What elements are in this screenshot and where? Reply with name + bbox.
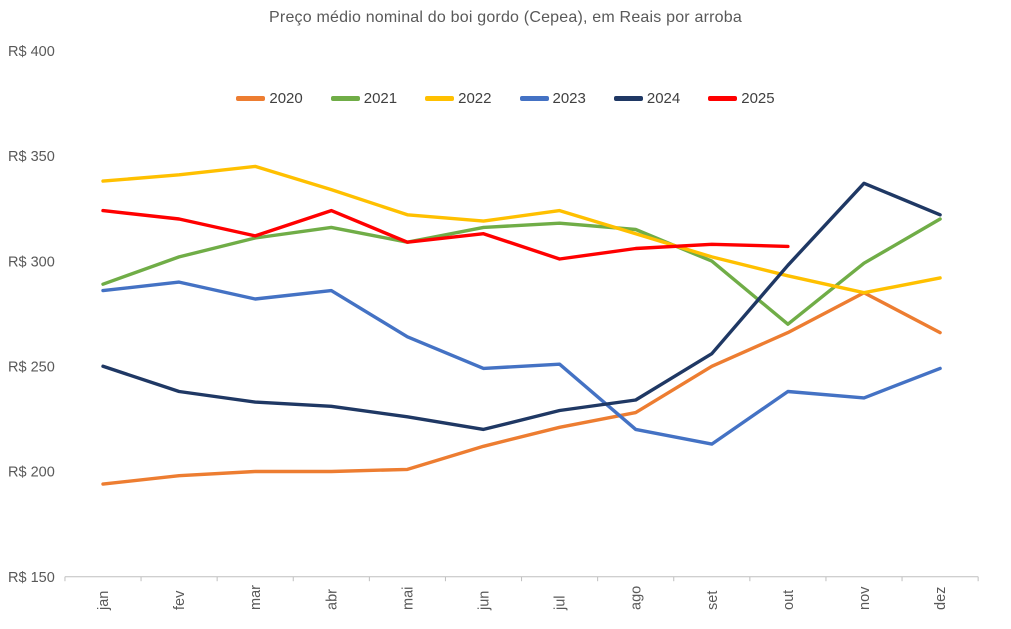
legend-swatch-2021 [330,96,360,101]
chart-legend: 2020 2021 2022 2023 2024 2025 [0,90,1011,107]
series-line-2024 [101,181,942,432]
legend-item-2020[interactable]: 2020 [236,90,303,107]
legend-swatch-2024 [613,96,643,101]
x-axis-label: jun [477,591,493,611]
legend-swatch-2020 [236,96,266,101]
x-axis-label: jul [553,595,569,611]
legend-swatch-2023 [519,96,549,101]
series-line-2020 [101,291,942,486]
x-axis-label: dez [933,587,949,610]
y-axis-label: R$ 250 [8,360,55,376]
series-line-2022 [101,164,942,295]
legend-label: 2024 [646,90,681,107]
x-axis-label: set [705,591,721,610]
legend-item-2021[interactable]: 2021 [330,90,398,107]
series-line-2025 [101,208,790,261]
x-axis-label: mai [400,587,416,610]
y-axis-label: R$ 200 [8,465,55,481]
legend-item-2024[interactable]: 2024 [613,90,681,107]
y-axis-label: R$ 350 [8,149,55,165]
legend-label: 2023 [552,90,586,107]
y-axis-label: R$ 400 [8,44,55,60]
x-axis-label: nov [857,586,873,610]
x-axis-label: jan [96,591,112,611]
legend-label: 2021 [363,90,398,107]
x-axis-label: fev [172,590,188,610]
x-axis-label: mar [248,585,264,610]
x-axis-label: out [781,590,797,610]
legend-item-2023[interactable]: 2023 [519,90,586,107]
legend-item-2025[interactable]: 2025 [708,90,775,107]
series-line-2023 [101,280,942,446]
legend-label: 2022 [458,90,492,107]
y-axis-label: R$ 150 [8,570,55,586]
chart-title: Preço médio nominal do boi gordo (Cepea)… [269,9,742,26]
x-axis-label: abr [324,589,340,610]
y-axis-label: R$ 300 [8,254,55,270]
legend-label: 2025 [741,90,775,107]
series-line-2021 [101,217,942,326]
legend-swatch-2025 [708,96,738,101]
legend-label: 2020 [269,90,303,107]
legend-swatch-2022 [425,96,455,101]
x-axis-label: ago [629,586,645,610]
legend-item-2022[interactable]: 2022 [425,90,492,107]
